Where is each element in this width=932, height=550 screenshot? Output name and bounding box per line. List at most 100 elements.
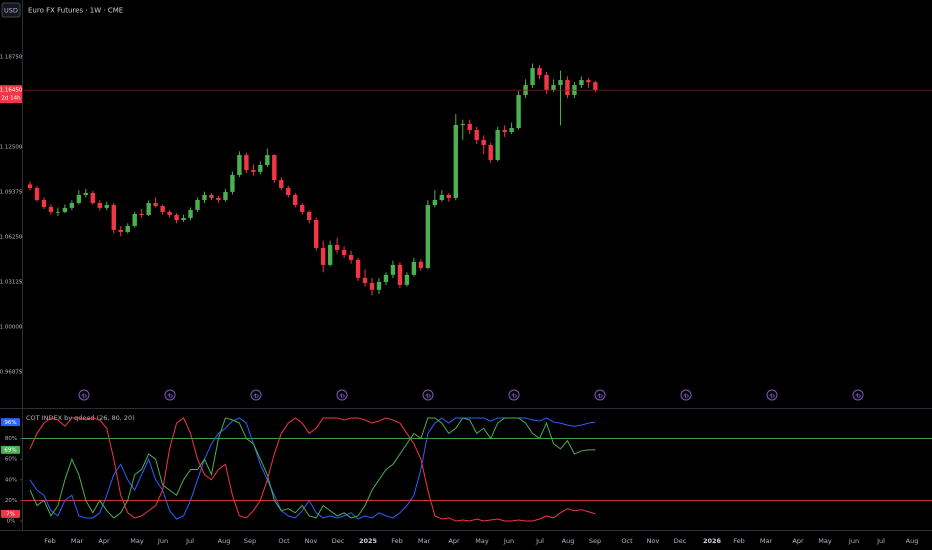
candle-body — [551, 85, 556, 90]
candle-body — [530, 68, 535, 86]
x-tick-label: Oct — [278, 537, 290, 545]
chart-title: Euro FX Futures · 1W · CME — [28, 7, 123, 15]
candle-body — [474, 130, 479, 140]
x-tick-label: Dec — [674, 537, 687, 545]
candle-body — [502, 130, 507, 133]
candle-body — [397, 264, 403, 285]
candle-body — [286, 188, 291, 195]
candle-body — [167, 211, 172, 215]
y-tick-label: 1.18750 — [0, 55, 23, 61]
candle-body — [446, 194, 451, 198]
candle-body — [90, 192, 96, 204]
x-tick-label: May — [818, 537, 832, 545]
event-marker[interactable] — [336, 389, 348, 401]
candle-body — [586, 80, 591, 83]
event-marker-icon — [511, 393, 518, 399]
x-tick-label: Aug — [906, 537, 919, 545]
y-tick-label: 20% — [5, 498, 17, 504]
candle-body — [230, 174, 235, 192]
x-tick-label: Apr — [98, 537, 110, 545]
x-tick-label: Dec — [332, 537, 345, 545]
y-tick-label: 1.06250 — [0, 234, 23, 240]
index-line — [29, 417, 596, 519]
candle-body — [404, 274, 410, 285]
candle-body — [579, 80, 584, 86]
candle-body — [279, 179, 284, 189]
currency-button[interactable] — [1, 2, 21, 18]
candle-body — [488, 144, 493, 160]
x-tick-label: Jun — [848, 537, 859, 545]
candle-body — [432, 199, 438, 206]
candle-body — [481, 139, 486, 145]
event-marker[interactable] — [422, 389, 434, 401]
x-tick-label: Feb — [44, 537, 56, 545]
candle-body — [48, 207, 54, 212]
event-marker-icon — [769, 393, 776, 399]
x-tick-label: Feb — [391, 537, 403, 545]
event-marker-icon — [425, 393, 432, 399]
x-tick-label: Nov — [647, 537, 660, 545]
event-marker-icon — [597, 393, 604, 399]
candle-body — [593, 82, 598, 91]
candle-body — [453, 124, 458, 198]
candle-body — [313, 220, 319, 248]
candle-body — [293, 194, 298, 206]
candle-body — [258, 165, 263, 172]
candle-body — [76, 194, 82, 204]
x-tick-label: Oct — [621, 537, 633, 545]
candle-body — [34, 188, 40, 200]
candle-body — [41, 199, 47, 208]
event-marker[interactable] — [508, 389, 520, 401]
x-tick-label: May — [130, 537, 144, 545]
candle-body — [355, 259, 361, 278]
event-marker[interactable] — [594, 389, 606, 401]
y-tick-label: 40% — [5, 477, 17, 483]
candle-body — [300, 205, 305, 212]
current-value-box — [1, 509, 20, 518]
candle-body — [62, 207, 68, 212]
x-tick-label: Jun — [157, 537, 168, 545]
x-tick-label: Aug — [562, 537, 575, 545]
x-tick-label: Feb — [733, 537, 745, 545]
event-marker[interactable] — [766, 389, 778, 401]
event-marker-icon — [855, 393, 862, 399]
candle-body — [118, 229, 123, 232]
candle-body — [153, 203, 158, 207]
y-tick-label: 0% — [7, 519, 16, 525]
candle-body — [348, 254, 354, 260]
candle-body — [27, 184, 33, 189]
event-marker[interactable] — [852, 389, 864, 401]
candle-body — [83, 192, 89, 195]
candle-body — [146, 203, 151, 215]
index-line — [29, 417, 596, 522]
candle-body — [411, 261, 417, 275]
current-value-label: 7% — [6, 512, 15, 518]
x-tick-label: Sep — [244, 537, 256, 545]
event-marker[interactable] — [164, 389, 176, 401]
candle-body — [188, 209, 193, 218]
candle-body — [495, 130, 500, 160]
x-tick-label: Mar — [71, 537, 84, 545]
candle-body — [383, 274, 389, 282]
candle-body — [376, 281, 382, 290]
candle-body — [272, 155, 277, 180]
current-price-label: 1.16450 — [0, 88, 23, 94]
candle-body — [69, 203, 75, 208]
candle-body — [558, 80, 563, 86]
candle-body — [320, 247, 326, 265]
candle-body — [544, 75, 549, 90]
current-price-box — [0, 85, 22, 104]
candle-body — [341, 249, 347, 255]
candle-body — [111, 205, 116, 230]
currency[interactable]: USD — [4, 7, 18, 15]
candle-body — [202, 194, 207, 200]
x-tick-label: Jul — [876, 537, 885, 545]
candle-body — [307, 211, 312, 220]
event-marker[interactable] — [680, 389, 692, 401]
event-marker[interactable] — [78, 389, 90, 401]
event-marker[interactable] — [250, 389, 262, 401]
current-value-box — [1, 418, 20, 427]
x-tick-label: Apr — [792, 537, 804, 545]
